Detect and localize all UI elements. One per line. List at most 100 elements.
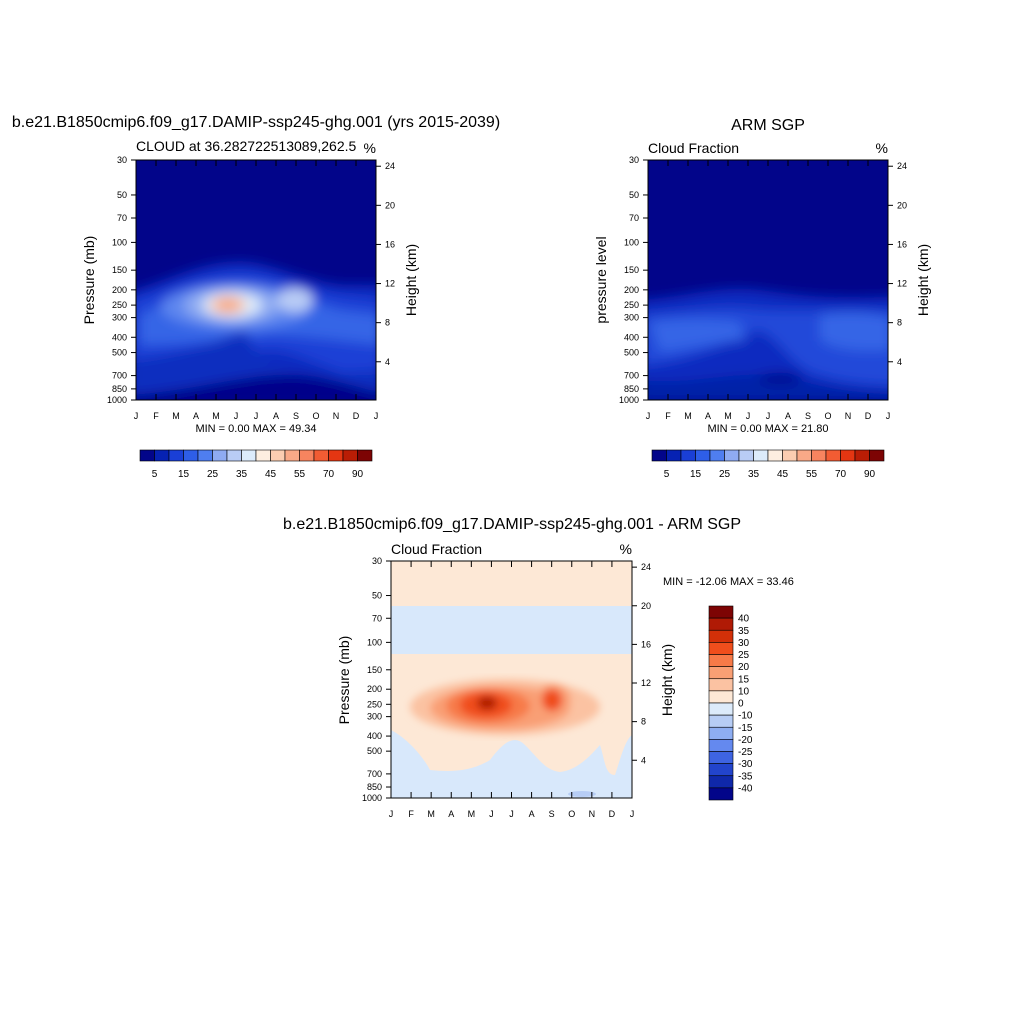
y2-tick-label: 16 bbox=[385, 239, 395, 249]
diff-contour-30 bbox=[477, 696, 497, 710]
x-tick-label: J bbox=[630, 809, 635, 819]
y-tick-label: 250 bbox=[624, 300, 639, 310]
contour-secondary-max bbox=[277, 288, 313, 312]
colorbar-box bbox=[708, 763, 734, 777]
panel-obs-title: ARM SGP bbox=[731, 117, 805, 134]
y2-tick-label: 16 bbox=[641, 639, 651, 649]
contour-surface-low bbox=[136, 374, 376, 400]
x-tick-label: F bbox=[153, 411, 159, 421]
panel-model-title: b.e21.B1850cmip6.f09_g17.DAMIP-ssp245-gh… bbox=[12, 114, 500, 131]
x-tick-label: M bbox=[427, 809, 435, 819]
colorbar-label: 40 bbox=[738, 614, 750, 625]
panel-obs-colorbar: 5 15 25 35 45 55 70 90 bbox=[651, 449, 885, 480]
x-tick-label: O bbox=[312, 411, 319, 421]
y2-tick-label: 20 bbox=[897, 200, 907, 210]
panel-obs: ARM SGP Cloud Fraction % J F M A M J J A S O N D J 30… bbox=[593, 117, 931, 480]
colorbar-label: 15 bbox=[738, 674, 750, 685]
x-tick-label: J bbox=[489, 809, 494, 819]
panel-obs-left-label: Cloud Fraction bbox=[648, 140, 739, 156]
colorbar-box bbox=[695, 449, 711, 462]
y-tick-label: 200 bbox=[624, 285, 639, 295]
colorbar-label: 20 bbox=[738, 662, 750, 673]
y-tick-label: 100 bbox=[624, 237, 639, 247]
colorbar-label: 15 bbox=[690, 469, 702, 480]
colorbar-label: 25 bbox=[719, 469, 731, 480]
colorbar-box bbox=[840, 449, 856, 462]
colorbar-box bbox=[342, 449, 358, 462]
colorbar-label: 35 bbox=[738, 626, 750, 637]
y-tick-label: 300 bbox=[112, 313, 127, 323]
y-tick-label: 850 bbox=[112, 384, 127, 394]
colorbar-label: 45 bbox=[265, 469, 277, 480]
panel-obs-axes: J F M A M J J A S O N D J 30 50 70 100 150 200 250 300 400 500… bbox=[619, 155, 907, 421]
x-tick-label: J bbox=[886, 411, 891, 421]
y-tick-label: 1000 bbox=[362, 793, 382, 803]
y2-tick-label: 20 bbox=[641, 601, 651, 611]
x-tick-label: M bbox=[724, 411, 732, 421]
y-tick-label: 700 bbox=[367, 769, 382, 779]
panel-model-left-label: CLOUD at 36.282722513089,262.5 bbox=[136, 138, 356, 154]
x-tick-label: A bbox=[785, 411, 791, 421]
y-tick-label: 200 bbox=[112, 285, 127, 295]
x-tick-label: N bbox=[333, 411, 340, 421]
y2-tick-label: 4 bbox=[385, 357, 390, 367]
colorbar-box bbox=[651, 449, 667, 462]
y-tick-label: 200 bbox=[367, 684, 382, 694]
colorbar-box bbox=[708, 666, 734, 680]
colorbar-box bbox=[708, 714, 734, 728]
colorbar-label: 45 bbox=[777, 469, 789, 480]
y-tick-label: 1000 bbox=[107, 395, 127, 405]
y-tick-label: 100 bbox=[112, 237, 127, 247]
colorbar-box bbox=[708, 702, 734, 716]
panel-model-ylabel-right: Height (km) bbox=[403, 244, 419, 316]
x-tick-label: J bbox=[766, 411, 771, 421]
x-tick-label: J bbox=[509, 809, 514, 819]
colorbar-box bbox=[753, 449, 769, 462]
x-tick-label: A bbox=[448, 809, 454, 819]
colorbar-box bbox=[154, 449, 170, 462]
y-tick-label: 70 bbox=[629, 213, 639, 223]
panel-model: b.e21.B1850cmip6.f09_g17.DAMIP-ssp245-gh… bbox=[12, 114, 500, 480]
panel-diff: b.e21.B1850cmip6.f09_g17.DAMIP-ssp245-gh… bbox=[283, 516, 794, 819]
x-tick-label: A bbox=[529, 809, 535, 819]
colorbar-label: 35 bbox=[236, 469, 248, 480]
colorbar-label: -10 bbox=[738, 711, 753, 722]
colorbar-box bbox=[212, 449, 228, 462]
panel-diff-left-label: Cloud Fraction bbox=[391, 541, 482, 557]
colorbar-box bbox=[197, 449, 213, 462]
y-tick-label: 400 bbox=[112, 332, 127, 342]
colorbar-label: 70 bbox=[835, 469, 847, 480]
panel-diff-title: b.e21.B1850cmip6.f09_g17.DAMIP-ssp245-gh… bbox=[283, 516, 741, 533]
y-tick-label: 50 bbox=[117, 190, 127, 200]
colorbar-label: -25 bbox=[738, 747, 753, 758]
y2-tick-label: 8 bbox=[385, 318, 390, 328]
y-tick-label: 30 bbox=[372, 556, 382, 566]
x-tick-label: M bbox=[172, 411, 180, 421]
y-tick-label: 850 bbox=[367, 782, 382, 792]
colorbar-label: 30 bbox=[738, 638, 750, 649]
x-tick-label: F bbox=[408, 809, 414, 819]
y2-tick-label: 12 bbox=[897, 279, 907, 289]
y2-tick-label: 8 bbox=[897, 318, 902, 328]
colorbar-label: 70 bbox=[323, 469, 335, 480]
colorbar-box bbox=[708, 617, 734, 631]
y-tick-label: 70 bbox=[117, 213, 127, 223]
y-tick-label: 300 bbox=[367, 712, 382, 722]
y-tick-label: 500 bbox=[624, 348, 639, 358]
colorbar-box bbox=[869, 449, 885, 462]
x-tick-label: S bbox=[293, 411, 299, 421]
x-tick-label: F bbox=[665, 411, 671, 421]
x-tick-label: S bbox=[805, 411, 811, 421]
panel-diff-ylabel-right: Height (km) bbox=[659, 644, 675, 716]
colorbar-box bbox=[183, 449, 199, 462]
x-tick-label: J bbox=[374, 411, 379, 421]
panel-obs-ylabel: pressure level bbox=[593, 236, 609, 323]
x-tick-label: J bbox=[746, 411, 751, 421]
x-tick-label: A bbox=[705, 411, 711, 421]
colorbar-label: 90 bbox=[352, 469, 364, 480]
y-tick-label: 850 bbox=[624, 384, 639, 394]
colorbar-label: -30 bbox=[738, 759, 753, 770]
colorbar-box bbox=[270, 449, 286, 462]
